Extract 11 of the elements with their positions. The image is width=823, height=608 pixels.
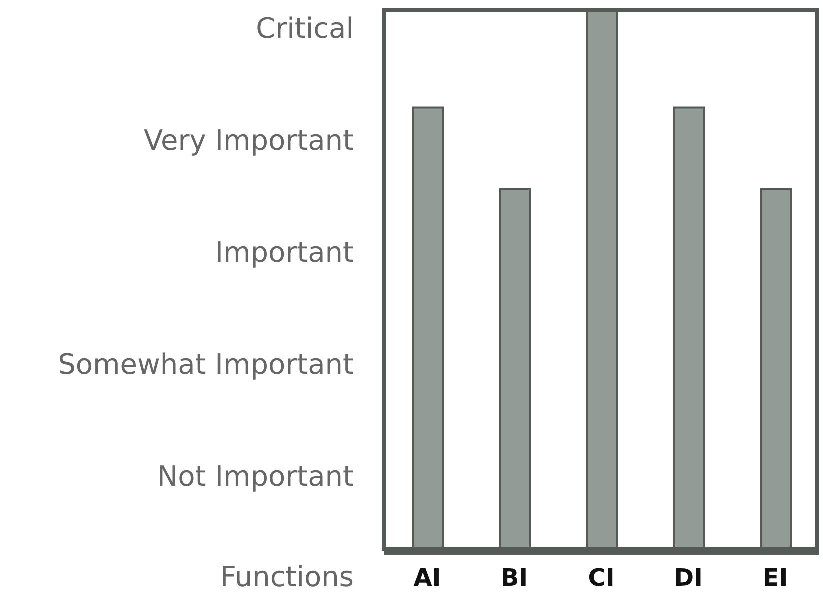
text: Important — [215, 236, 354, 270]
x-tick-label: DI — [674, 564, 703, 592]
x-tick-label: EI — [762, 564, 788, 592]
x-tick-label: BI — [500, 564, 528, 592]
x-tick-label: AI — [414, 564, 442, 592]
text: Very Important — [144, 124, 354, 158]
x-axis-title: Functions — [220, 560, 354, 594]
text: Critical — [256, 12, 354, 46]
text: Somewhat Important — [58, 348, 354, 382]
text: Not Important — [157, 460, 354, 494]
x-tick-label: CI — [588, 564, 615, 592]
